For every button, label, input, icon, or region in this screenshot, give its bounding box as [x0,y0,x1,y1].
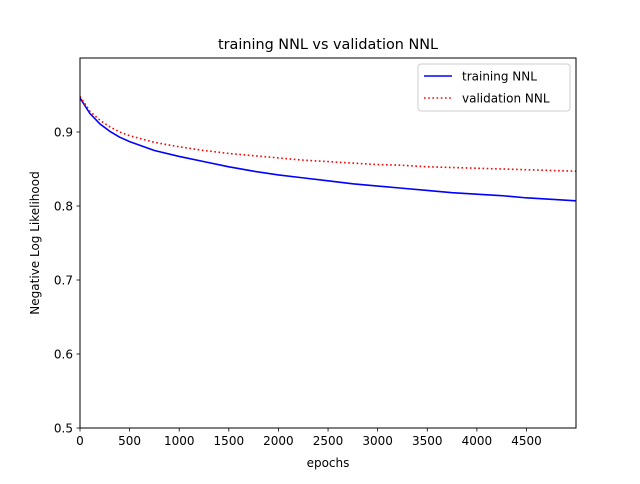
y-tick-label: 0.6 [54,348,73,362]
x-tick-label: 3500 [412,434,443,448]
legend-label-validation: validation NNL [462,92,550,106]
x-tick-label: 1000 [164,434,195,448]
y-axis-label: Negative Log Likelihood [28,171,42,314]
x-tick-label: 4000 [462,434,493,448]
x-tick-label: 2000 [263,434,294,448]
y-tick-label: 0.8 [54,200,73,214]
x-axis-label: epochs [307,456,350,470]
y-axis: 0.5 0.6 0.7 0.8 0.9 [54,126,80,436]
chart-title: training NNL vs validation NNL [218,37,438,53]
y-tick-label: 0.5 [54,422,73,436]
legend: training NNL validation NNL [417,63,571,112]
y-tick-label: 0.7 [54,274,73,288]
y-tick-label: 0.9 [54,126,73,140]
series-layer [79,96,577,202]
series-line-1 [79,96,577,173]
x-tick-label: 4500 [511,434,542,448]
legend-frame [417,63,571,112]
x-tick-label: 2500 [313,434,344,448]
legend-label-training: training NNL [462,70,537,84]
x-axis: 0 500 1000 1500 2000 2500 3000 3500 4000 4500 [76,428,542,448]
series-line-0 [79,97,577,202]
x-tick-label: 500 [118,434,141,448]
x-tick-label: 0 [76,434,84,448]
x-tick-label: 3000 [362,434,393,448]
x-tick-label: 1500 [214,434,245,448]
